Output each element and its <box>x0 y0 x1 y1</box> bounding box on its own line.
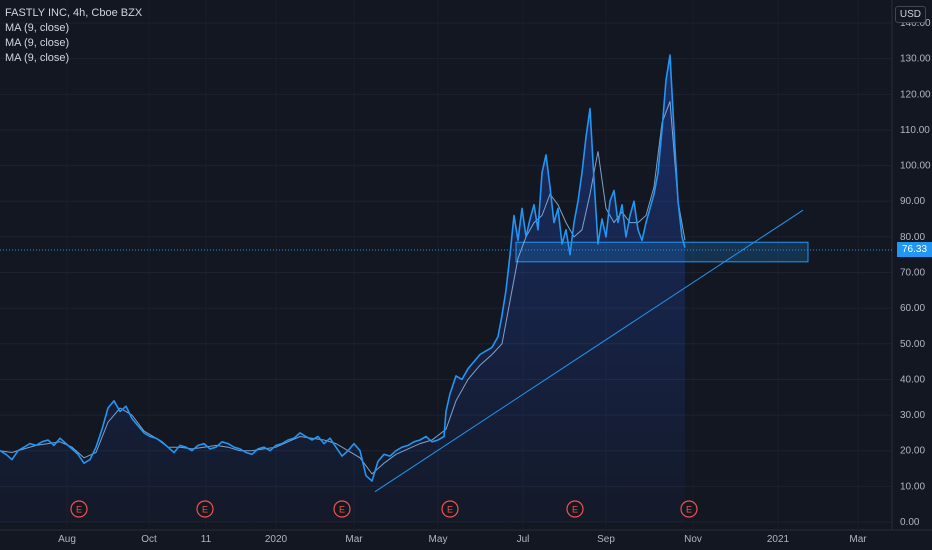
earnings-marker[interactable]: E <box>441 500 459 518</box>
earnings-label: E <box>76 505 82 515</box>
earnings-marker[interactable]: E <box>333 500 351 518</box>
x-tick-label: Oct <box>141 534 157 545</box>
earnings-circle <box>680 500 698 518</box>
y-tick-label: 100.00 <box>900 161 931 172</box>
price-lines <box>0 54 686 482</box>
x-tick-label: Mar <box>345 534 363 545</box>
earnings-label: E <box>339 505 345 515</box>
currency-label[interactable]: USD <box>894 6 926 23</box>
y-axis: 0.00 10.00 20.00 30.00 40.00 50.00 60.00 70.00 8… <box>900 18 931 528</box>
x-tick-label: Jul <box>517 534 530 545</box>
x-tick-label: 2021 <box>767 534 790 545</box>
earnings-label: E <box>572 505 578 515</box>
y-tick-label: 30.00 <box>900 410 925 421</box>
legend-ma-3[interactable]: MA (9, close) <box>5 52 70 64</box>
y-tick-label: 70.00 <box>900 268 925 279</box>
x-tick-label: Nov <box>684 534 702 545</box>
earnings-circle <box>441 500 459 518</box>
x-tick-label: May <box>429 534 448 545</box>
y-tick-label: 120.00 <box>900 89 931 100</box>
earnings-marker[interactable]: E <box>680 500 698 518</box>
earnings-marker[interactable]: E <box>566 500 584 518</box>
earnings-marker[interactable]: E <box>196 500 214 518</box>
y-tick-label: 60.00 <box>900 303 925 314</box>
y-tick-label: 10.00 <box>900 481 925 492</box>
earnings-circle <box>333 500 351 518</box>
x-tick-label: Aug <box>58 534 76 545</box>
x-tick-label: Mar <box>849 534 867 545</box>
legend-ma-1[interactable]: MA (9, close) <box>5 22 70 34</box>
last-price-tag: 76.33 <box>897 242 932 258</box>
y-tick-label: 80.00 <box>900 232 925 243</box>
x-tick-label: 2020 <box>265 534 288 545</box>
support-zone-rect <box>515 241 809 263</box>
earnings-label: E <box>686 505 692 515</box>
trend-line <box>374 209 804 493</box>
y-tick-label: 20.00 <box>900 446 925 457</box>
y-tick-label: 40.00 <box>900 374 925 385</box>
earnings-circle <box>196 500 214 518</box>
chart-annotations <box>0 209 892 493</box>
legend-ma-2[interactable]: MA (9, close) <box>5 37 70 49</box>
earnings-label: E <box>202 505 208 515</box>
x-tick-label: 11 <box>201 534 212 545</box>
y-tick-label: 110.00 <box>900 125 930 136</box>
price-area <box>0 55 685 522</box>
earnings-label: E <box>447 505 453 515</box>
earnings-circle <box>566 500 584 518</box>
x-tick-label: Sep <box>597 534 615 545</box>
y-tick-label: 50.00 <box>900 339 925 350</box>
chart-legend: FASTLY INC, 4h, Cboe BZX MA (9, close) M… <box>5 6 142 66</box>
y-tick-label: 140.00 <box>900 18 931 29</box>
price-line <box>0 54 686 482</box>
price-area-fill <box>0 55 685 522</box>
y-tick-label: 90.00 <box>900 196 925 207</box>
x-axis: Aug Oct 11 2020 Mar May Jul Sep Nov 2021 Mar <box>58 534 867 545</box>
chart-title[interactable]: FASTLY INC, 4h, Cboe BZX <box>5 7 143 19</box>
earnings-marker[interactable]: E <box>70 500 88 518</box>
earnings-circle <box>70 500 88 518</box>
y-tick-label: 0.00 <box>900 517 920 528</box>
y-tick-label: 130.00 <box>900 54 931 65</box>
